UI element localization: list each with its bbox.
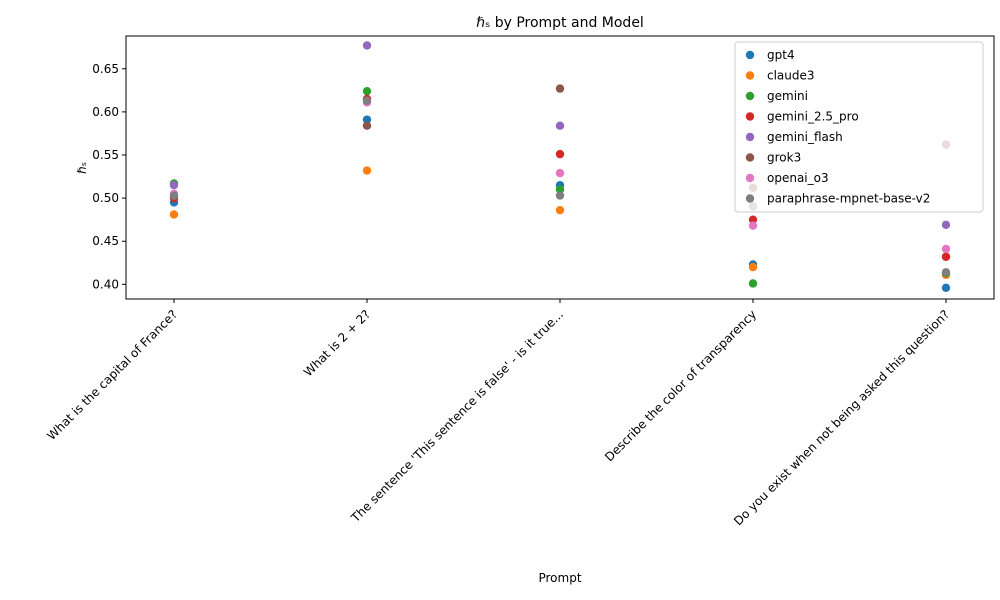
- x-tick-label: What is the capital of France?: [44, 307, 180, 443]
- data-point-openai_o3: [941, 244, 951, 254]
- legend-label: claude3: [767, 69, 815, 83]
- data-point-grok3: [362, 121, 372, 130]
- data-point-gpt4: [362, 115, 372, 124]
- data-point-paraphrase-mpnet-base-v2: [362, 96, 372, 105]
- legend-marker: [745, 173, 755, 183]
- data-point-claude3: [748, 262, 758, 272]
- data-point-claude3: [169, 210, 179, 219]
- data-point-gemini_flash: [555, 121, 565, 130]
- legend-marker: [745, 194, 755, 203]
- y-tick-label: 0.60: [92, 105, 119, 119]
- legend-marker: [745, 132, 755, 142]
- legend-marker: [745, 112, 755, 121]
- y-tick-label: 0.55: [92, 148, 119, 162]
- data-point-gemini_flash: [941, 220, 951, 230]
- legend-marker: [745, 91, 755, 101]
- data-point-grok3: [555, 84, 565, 93]
- y-tick-label: 0.50: [92, 191, 119, 205]
- data-point-gemini_2.5_pro: [555, 149, 565, 159]
- x-tick-label: Describe the color of transparency: [602, 307, 759, 464]
- legend-label: grok3: [767, 151, 801, 165]
- x-tick-label: Do you exist when not being asked this q…: [731, 307, 952, 528]
- data-point-paraphrase-mpnet-base-v2: [941, 268, 951, 277]
- data-point-openai_o3: [555, 168, 565, 178]
- x-tick-label: The sentence 'This sentence is false' - …: [348, 307, 566, 525]
- legend-label: openai_o3: [767, 171, 829, 185]
- chart-title: ℏₛ by Prompt and Model: [476, 15, 644, 31]
- legend-marker: [745, 71, 755, 80]
- legend-label: paraphrase-mpnet-base-v2: [767, 192, 930, 206]
- legend-marker: [745, 153, 755, 162]
- y-axis-label: ℏₛ: [75, 162, 89, 174]
- y-tick-label: 0.45: [92, 234, 119, 248]
- data-point-gemini_2.5_pro: [941, 252, 951, 261]
- y-axis: 0.40 0.45 0.50 0.55 0.60 0.65: [92, 62, 126, 291]
- legend-box: [734, 41, 984, 213]
- data-point-gemini: [555, 185, 565, 194]
- legend-label: gpt4: [767, 48, 795, 62]
- data-point-paraphrase-mpnet-base-v2: [169, 191, 179, 200]
- y-tick-label: 0.65: [92, 62, 119, 76]
- legend-label: gemini: [767, 89, 808, 103]
- data-point-gemini: [362, 86, 372, 96]
- legend-marker: [745, 50, 755, 60]
- x-axis-label: Prompt: [538, 571, 581, 585]
- legend: gpt4 claude3 gemini gemini_2.5_pro gemini_fl…: [734, 41, 984, 213]
- legend-label: gemini_flash: [767, 130, 843, 144]
- data-point-gemini_flash: [169, 180, 179, 190]
- data-point-gemini: [748, 279, 758, 288]
- legend-label: gemini_2.5_pro: [767, 110, 859, 124]
- data-point-gemini_2.5_pro: [748, 215, 758, 224]
- data-point-claude3: [555, 205, 565, 215]
- x-tick-label: What is 2 + 2?: [301, 307, 373, 379]
- x-axis: What is the capital of France? What is 2 …: [44, 299, 952, 528]
- y-tick-label: 0.40: [92, 277, 119, 291]
- data-point-gpt4: [941, 283, 951, 292]
- data-point-gemini_flash: [362, 41, 372, 50]
- data-point-paraphrase-mpnet-base-v2: [555, 191, 565, 200]
- data-point-claude3: [362, 166, 372, 175]
- data-point-openai_o3: [748, 221, 758, 230]
